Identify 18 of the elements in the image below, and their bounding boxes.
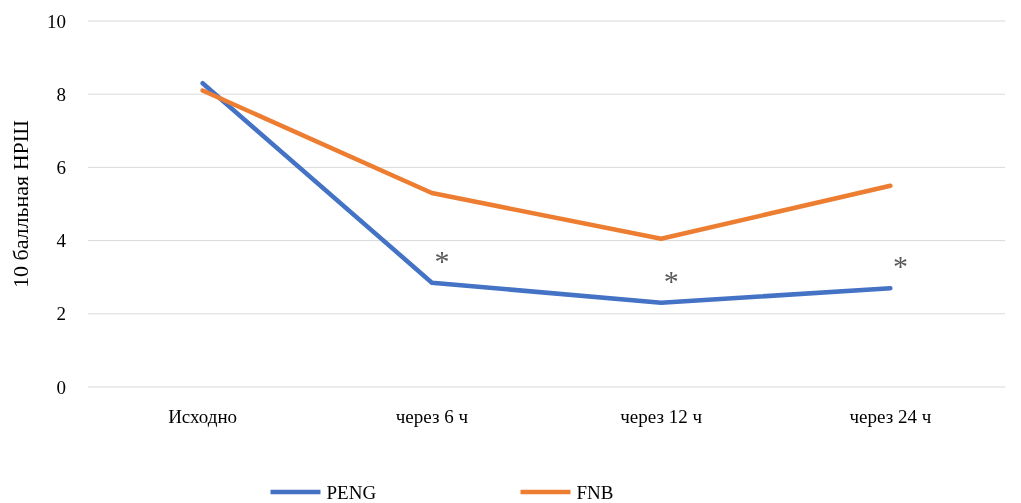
annotation: * <box>663 263 679 297</box>
line-series <box>200 88 893 242</box>
line-series <box>200 80 893 306</box>
x-tick-label: через 12 ч <box>620 406 703 427</box>
y-tick-label: 8 <box>56 83 66 105</box>
y-tick-label: 4 <box>56 230 67 252</box>
x-tick-label: через 6 ч <box>395 406 469 427</box>
y-tick-label: 6 <box>56 157 66 179</box>
x-tick-label: Исходно <box>168 406 238 427</box>
x-tick-label: через 24 ч <box>849 406 932 427</box>
y-tick-label: 10 <box>47 10 66 32</box>
legend-label: PENG <box>326 481 377 503</box>
y-axis-title: 10 балльная НРШ <box>8 119 33 289</box>
legend-label: FNB <box>576 481 614 503</box>
y-tick-label: 0 <box>56 376 66 398</box>
annotation: * <box>434 243 450 277</box>
annotation: * <box>892 249 908 283</box>
y-tick-label: 2 <box>56 303 66 325</box>
